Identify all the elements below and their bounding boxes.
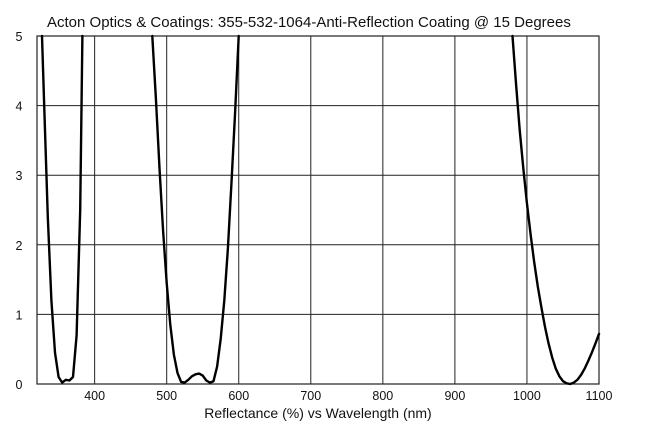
grid xyxy=(37,36,599,384)
x-tick-label: 1100 xyxy=(586,389,613,403)
plot-frame xyxy=(36,35,600,385)
x-tick-label: 400 xyxy=(84,389,105,403)
y-tick-label: 5 xyxy=(16,30,23,44)
x-tick-label: 600 xyxy=(228,389,249,403)
y-axis-ticks: 0 1 2 3 4 5 xyxy=(16,30,23,392)
x-tick-label: 900 xyxy=(444,389,465,403)
y-tick-label: 4 xyxy=(16,100,23,114)
reflectance-series-line xyxy=(40,34,601,386)
x-axis-title: Reflectance (%) vs Wavelength (nm) xyxy=(204,405,431,421)
x-tick-label: 800 xyxy=(372,389,393,403)
x-tick-label: 700 xyxy=(300,389,321,403)
y-tick-label: 0 xyxy=(16,378,23,392)
x-tick-label: 1000 xyxy=(513,389,541,403)
y-tick-label: 3 xyxy=(16,169,23,183)
x-axis-ticks: 400 500 600 700 800 900 1000 1100 xyxy=(84,389,612,403)
y-tick-label: 1 xyxy=(16,308,23,322)
y-tick-label: 2 xyxy=(16,239,23,253)
chart-title: Acton Optics & Coatings: 355-532-1064-An… xyxy=(47,14,571,31)
x-tick-label: 500 xyxy=(156,389,177,403)
